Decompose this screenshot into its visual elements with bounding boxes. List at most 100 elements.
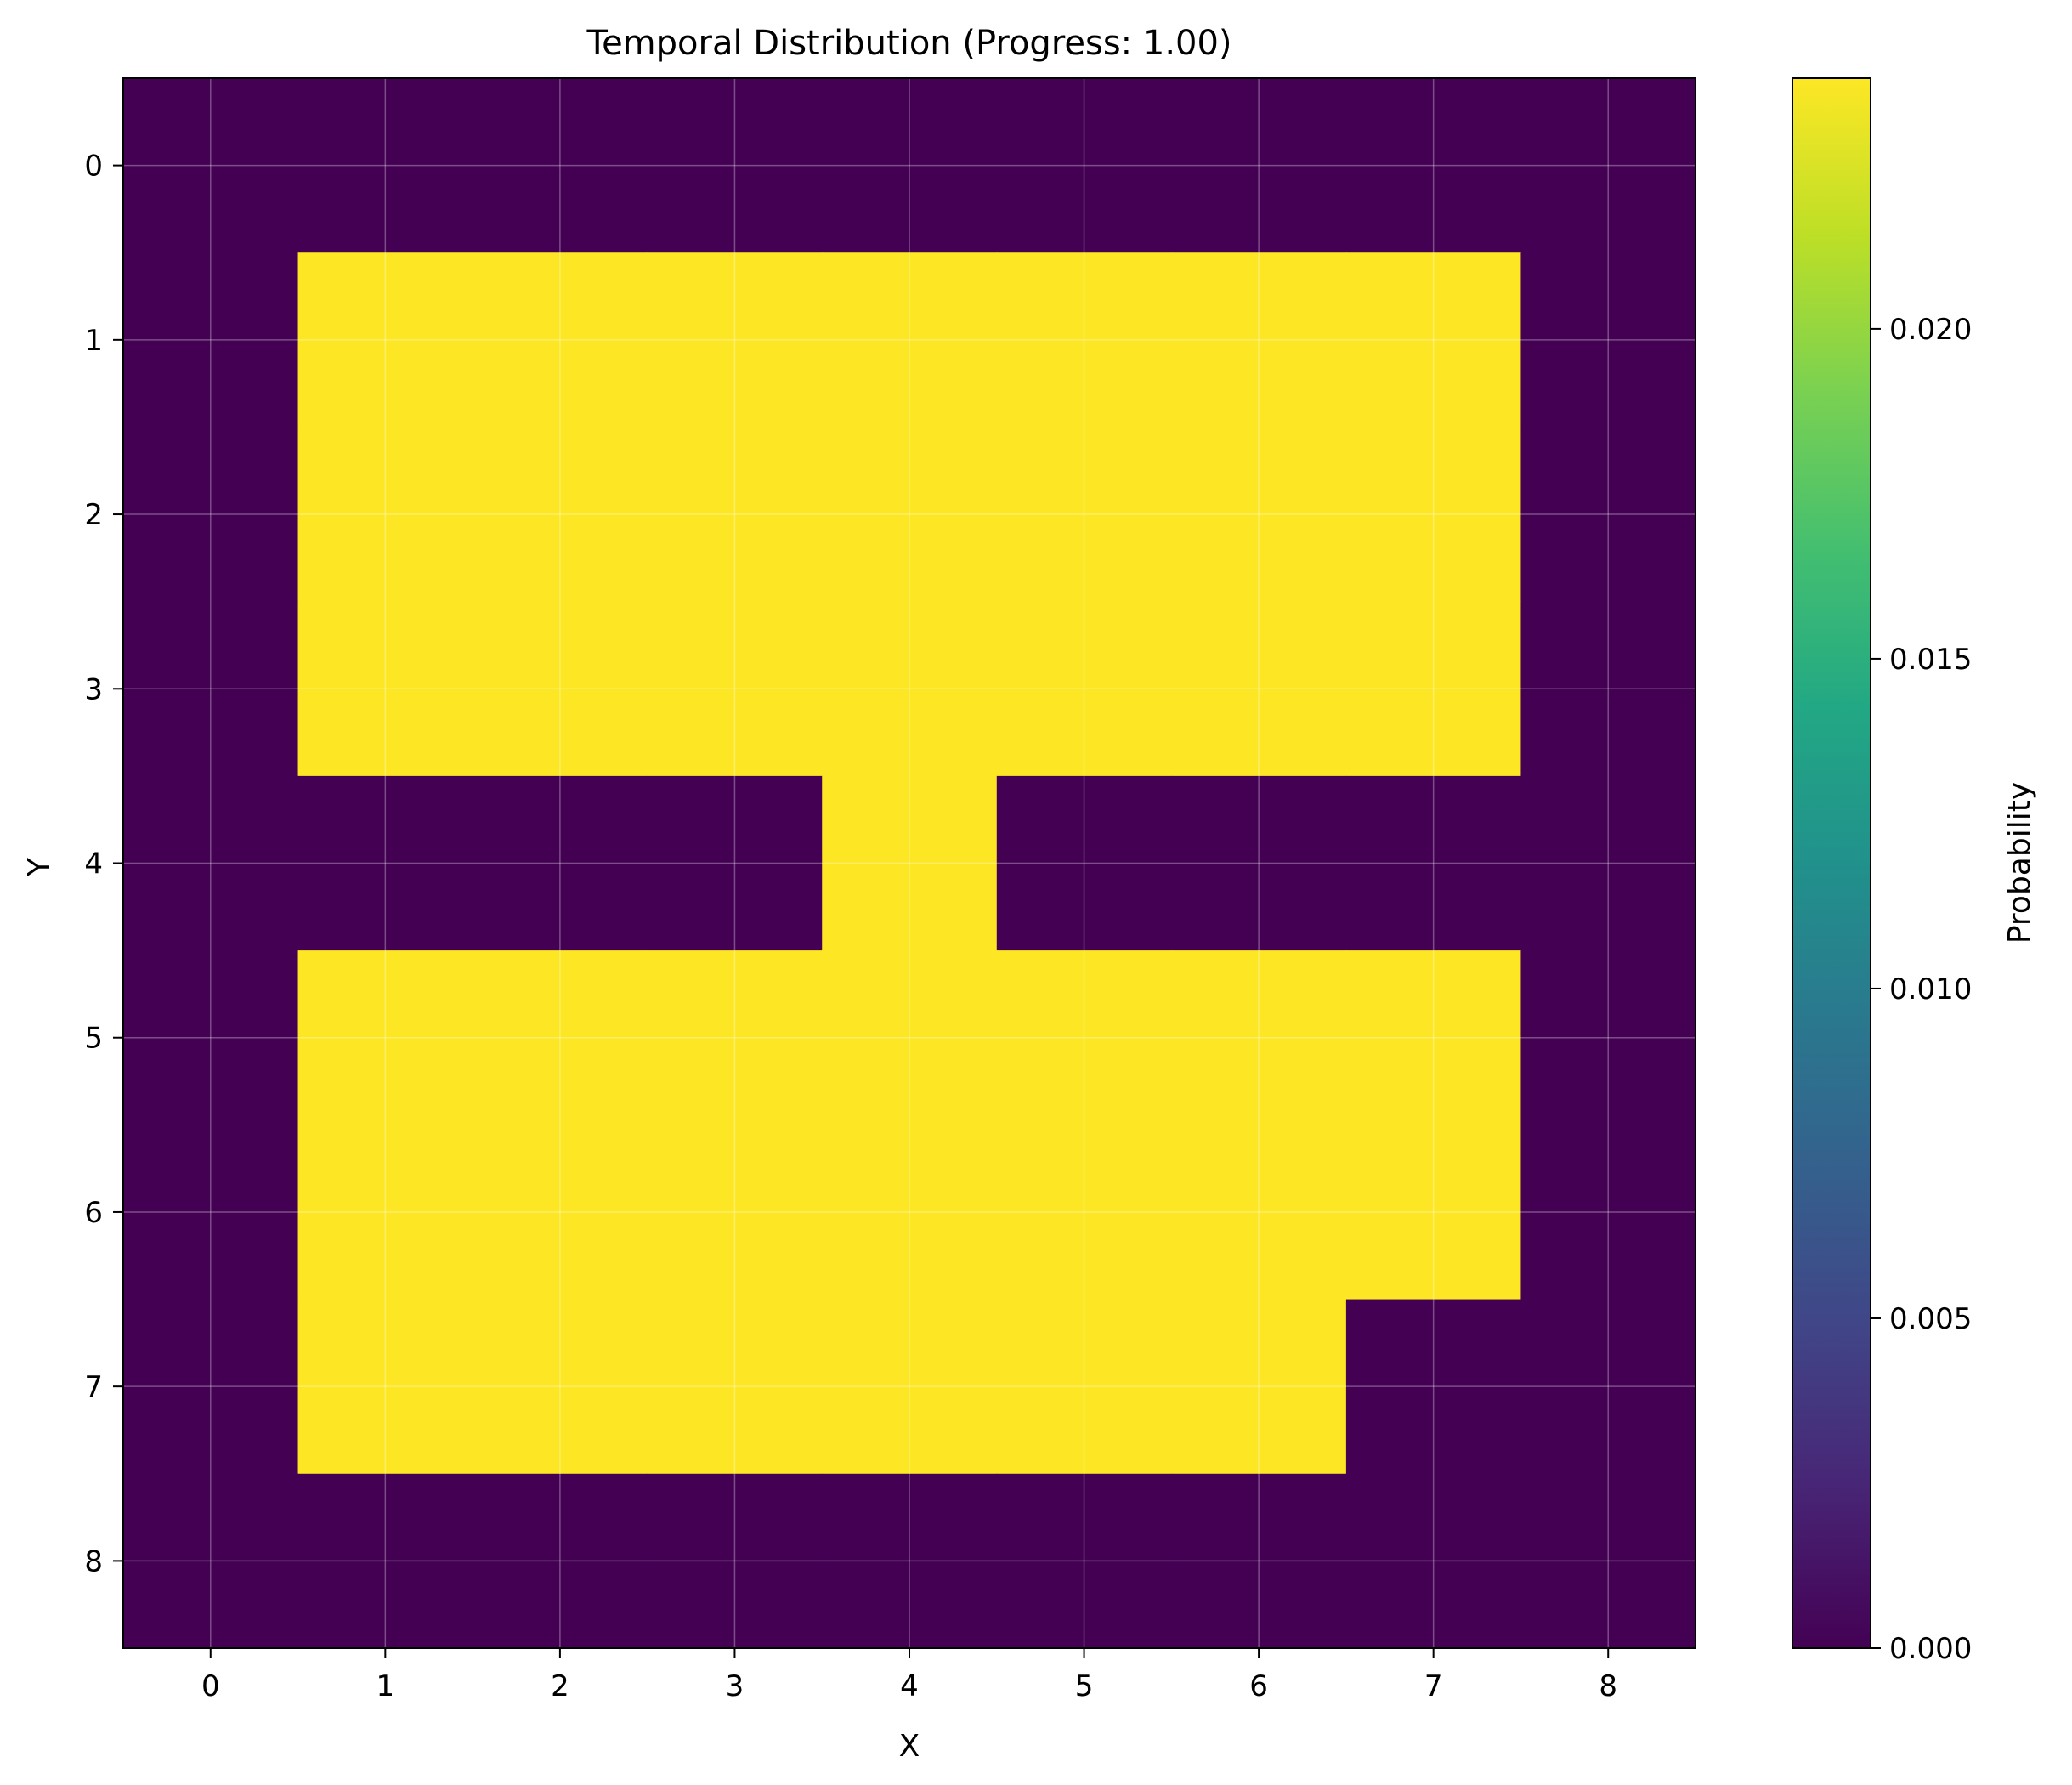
y-axis-label: Y xyxy=(22,857,57,877)
heatmap-cell-7-7 xyxy=(1345,1299,1522,1475)
heatmap-cell-1-0 xyxy=(123,252,299,428)
heatmap-cell-2-7 xyxy=(1345,427,1522,603)
heatmap-cell-3-8 xyxy=(1520,601,1696,777)
x-tick-label-8: 8 xyxy=(1599,1669,1617,1703)
x-tick-label-0: 0 xyxy=(201,1669,220,1703)
heatmap-cell-1-8 xyxy=(1520,252,1696,428)
heatmap-cell-2-1 xyxy=(297,427,473,603)
heatmap-cell-8-8 xyxy=(1520,1473,1696,1649)
heatmap-cell-4-2 xyxy=(473,775,648,951)
heatmap-cell-2-4 xyxy=(822,427,998,603)
heatmap-cell-8-1 xyxy=(297,1473,473,1649)
heatmap-cell-4-3 xyxy=(647,775,823,951)
heatmap-cell-8-6 xyxy=(1171,1473,1347,1649)
heatmap-cell-8-4 xyxy=(822,1473,998,1649)
heatmap-cell-3-4 xyxy=(822,601,998,777)
heatmap-cell-2-3 xyxy=(647,427,823,603)
heatmap-cell-6-0 xyxy=(123,1125,299,1300)
heatmap-cell-3-0 xyxy=(123,601,299,777)
x-tick-label-4: 4 xyxy=(900,1669,919,1703)
heatmap-cell-8-3 xyxy=(647,1473,823,1649)
colorbar-tick-label-0: 0.000 xyxy=(1889,1632,1972,1666)
heatmap-cell-0-7 xyxy=(1345,78,1522,253)
x-tick-label-2: 2 xyxy=(551,1669,569,1703)
heatmap-cell-3-2 xyxy=(473,601,648,777)
heatmap-cell-5-3 xyxy=(647,950,823,1125)
heatmap-cell-5-4 xyxy=(822,950,998,1125)
x-tick-label-7: 7 xyxy=(1424,1669,1443,1703)
heatmap-cell-8-7 xyxy=(1345,1473,1522,1649)
heatmap-cell-0-6 xyxy=(1171,78,1347,253)
x-tick-label-5: 5 xyxy=(1075,1669,1094,1703)
heatmap-cell-0-4 xyxy=(822,78,998,253)
heatmap-cell-6-8 xyxy=(1520,1125,1696,1300)
colorbar-tick-label-4: 0.020 xyxy=(1889,313,1972,347)
heatmap-cell-2-2 xyxy=(473,427,648,603)
colorbar xyxy=(1792,77,1871,1649)
x-tick-label-6: 6 xyxy=(1249,1669,1268,1703)
heatmap-cell-4-0 xyxy=(123,775,299,951)
heatmap-cell-0-8 xyxy=(1520,78,1696,253)
heatmap-cell-8-5 xyxy=(996,1473,1172,1649)
x-tick-label-1: 1 xyxy=(376,1669,395,1703)
y-tick-label-6: 6 xyxy=(84,1196,103,1230)
colorbar-tick-label-3: 0.015 xyxy=(1889,643,1972,677)
x-axis-label: X xyxy=(899,1729,920,1764)
heatmap-cell-6-1 xyxy=(297,1125,473,1300)
heatmap-cell-5-0 xyxy=(123,950,299,1125)
heatmap-cell-4-4 xyxy=(822,775,998,951)
heatmap-cell-7-0 xyxy=(123,1299,299,1475)
heatmap-cell-3-7 xyxy=(1345,601,1522,777)
colorbar-tick-label-1: 0.005 xyxy=(1889,1302,1972,1336)
heatmap-cell-7-3 xyxy=(647,1299,823,1475)
x-tick-label-3: 3 xyxy=(726,1669,744,1703)
grid-lines xyxy=(123,78,1696,1648)
heatmap-cell-6-7 xyxy=(1345,1125,1522,1300)
heatmap-cell-4-5 xyxy=(996,775,1172,951)
heatmap-cell-3-1 xyxy=(297,601,473,777)
heatmap-cell-5-5 xyxy=(996,950,1172,1125)
heatmap-cell-0-1 xyxy=(297,78,473,253)
heatmap-cell-0-5 xyxy=(996,78,1172,253)
heatmap-cell-1-7 xyxy=(1345,252,1522,428)
heatmap-cell-1-6 xyxy=(1171,252,1347,428)
heatmap-cell-1-5 xyxy=(996,252,1172,428)
heatmap-cell-0-0 xyxy=(123,78,299,253)
heatmap-cell-7-6 xyxy=(1171,1299,1347,1475)
heatmap-cell-7-8 xyxy=(1520,1299,1696,1475)
heatmap-cell-7-1 xyxy=(297,1299,473,1475)
heatmap-cell-2-6 xyxy=(1171,427,1347,603)
colorbar-label: Probability xyxy=(2002,782,2037,944)
y-axis-ticks: 0 1 2 3 4 5 6 7 8 xyxy=(84,150,123,1578)
heatmap-cell-6-6 xyxy=(1171,1125,1347,1300)
heatmap-cell-6-5 xyxy=(996,1125,1172,1300)
y-tick-label-4: 4 xyxy=(84,847,103,881)
heatmap-cell-1-3 xyxy=(647,252,823,428)
heatmap-cell-3-3 xyxy=(647,601,823,777)
heatmap-cell-4-7 xyxy=(1345,775,1522,951)
heatmap-cell-1-4 xyxy=(822,252,998,428)
heatmap-cell-7-2 xyxy=(473,1299,648,1475)
heatmap-cell-4-6 xyxy=(1171,775,1347,951)
colorbar-ticks: 0.000 0.005 0.010 0.015 0.020 xyxy=(1871,313,1972,1666)
y-tick-label-2: 2 xyxy=(84,498,103,532)
heatmap-cell-2-5 xyxy=(996,427,1172,603)
heatmap-cell-7-5 xyxy=(996,1299,1172,1475)
heatmap-cell-2-0 xyxy=(123,427,299,603)
colorbar-tick-label-2: 0.010 xyxy=(1889,972,1972,1006)
heatmap-cell-5-7 xyxy=(1345,950,1522,1125)
x-axis-ticks: 0 1 2 3 4 5 6 7 8 xyxy=(201,1648,1617,1703)
heatmap-cell-1-2 xyxy=(473,252,648,428)
y-tick-label-8: 8 xyxy=(84,1544,103,1578)
y-tick-label-7: 7 xyxy=(84,1370,103,1404)
chart-title: Temporal Distribution (Progress: 1.00) xyxy=(586,24,1231,63)
heatmap-cell-4-8 xyxy=(1520,775,1696,951)
heatmap-cell-5-6 xyxy=(1171,950,1347,1125)
y-tick-label-0: 0 xyxy=(84,150,103,184)
heatmap-cell-0-3 xyxy=(647,78,823,253)
heatmap-cell-3-6 xyxy=(1171,601,1347,777)
heatmap-cell-7-4 xyxy=(822,1299,998,1475)
heatmap-cell-5-2 xyxy=(473,950,648,1125)
heatmap-cell-1-1 xyxy=(297,252,473,428)
